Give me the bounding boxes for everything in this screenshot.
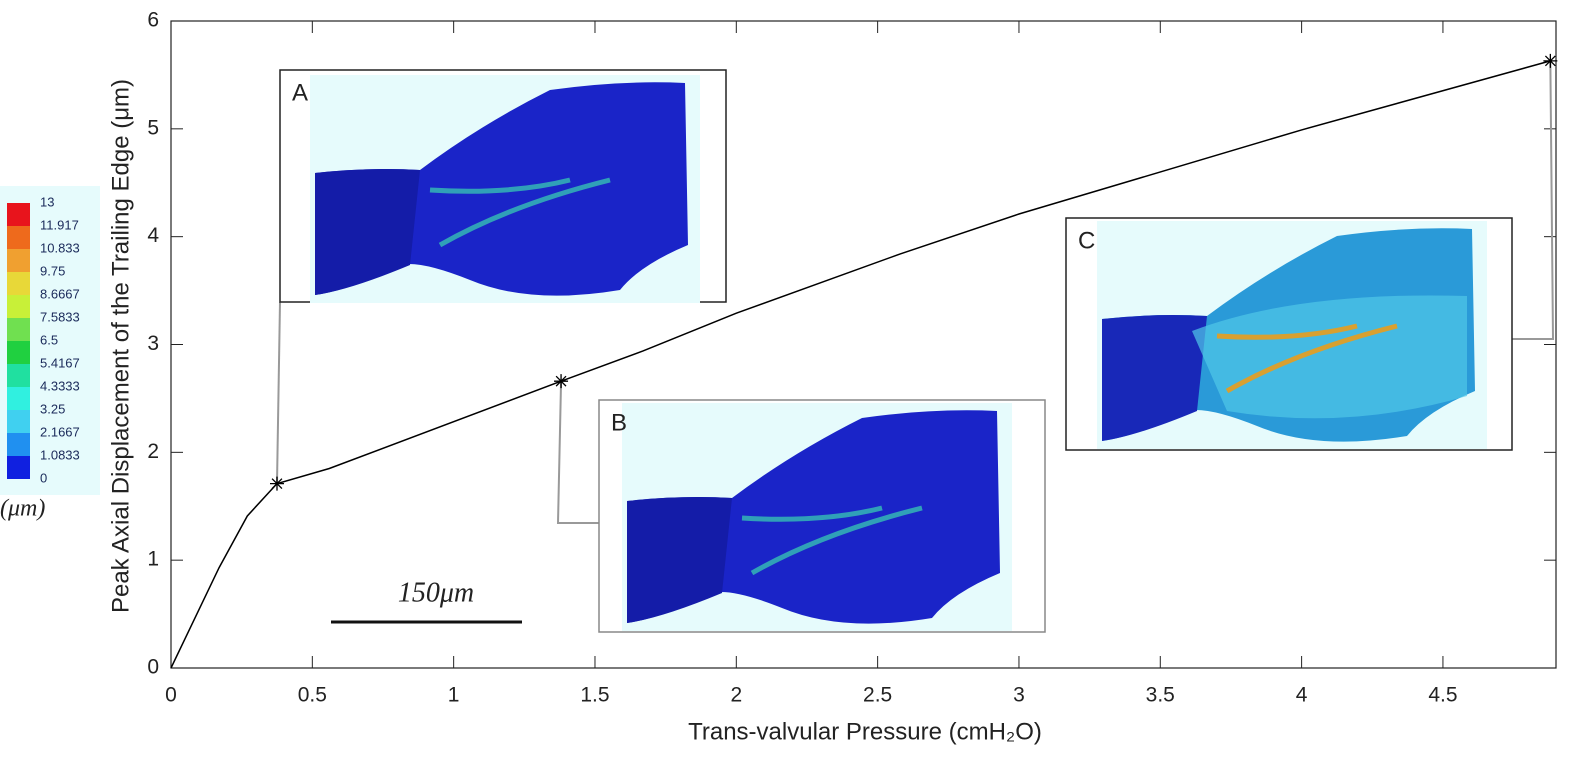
y-tick-label: 1	[147, 548, 159, 571]
colorbar-unit: (μm)	[0, 496, 45, 522]
colorbar-swatch	[7, 341, 30, 364]
x-tick-label: 2.5	[863, 684, 892, 707]
x-tick-label: 1	[448, 684, 460, 707]
y-tick-label: 0	[147, 656, 159, 679]
leaflet	[1216, 323, 1398, 394]
inset-label: B	[611, 409, 627, 436]
x-tick-label: 4.5	[1428, 684, 1457, 707]
colorbar-tick-label: 2.1667	[40, 424, 80, 439]
colorbar-swatch	[7, 249, 30, 272]
colorbar-tick-label: 13	[40, 194, 54, 209]
data-marker	[269, 476, 284, 491]
leader-line	[1512, 60, 1555, 340]
y-tick-label: 3	[147, 332, 159, 355]
data-marker	[1543, 53, 1558, 68]
colorbar-tick-label: 9.75	[40, 263, 65, 278]
leaflet	[429, 177, 611, 248]
vessel-shade	[1102, 315, 1207, 441]
inset-image	[622, 403, 1012, 631]
y-tick-label: 2	[147, 440, 159, 463]
inset-label: C	[1078, 227, 1095, 254]
colorbar-tick-label: 7.5833	[40, 309, 80, 324]
x-tick-label: 1.5	[580, 684, 609, 707]
y-tick-label: 6	[147, 9, 159, 32]
x-tick-label: 0	[165, 684, 177, 707]
leaflet	[741, 505, 923, 576]
colorbar-swatch	[7, 433, 30, 456]
colorbar-tick-label: 10.833	[40, 240, 80, 255]
colorbar-swatch	[7, 410, 30, 433]
colorbar-swatch	[7, 456, 30, 479]
colorbar-tick-label: 3.25	[40, 401, 65, 416]
y-tick-label: 5	[147, 116, 159, 139]
x-tick-label: 3	[1013, 684, 1025, 707]
data-line	[170, 60, 1551, 669]
colorbar-tick-label: 8.6667	[40, 286, 80, 301]
colorbar-tick-label: 11.917	[40, 217, 79, 232]
colorbar-swatch	[7, 226, 30, 249]
inset-label: A	[292, 79, 308, 106]
x-tick-label: 0.5	[298, 684, 327, 707]
colorbar-swatch	[7, 318, 30, 341]
x-axis-label: Trans-valvular Pressure (cmH₂O)	[688, 718, 1042, 745]
colorbar-swatch	[7, 203, 30, 226]
y-axis-label: Peak Axial Displacement of the Trailing …	[107, 79, 134, 613]
colorbar-swatch	[7, 272, 30, 295]
colorbar-swatch	[7, 295, 30, 318]
leader-line	[275, 301, 281, 484]
vessel-shade	[627, 497, 732, 623]
inset-image	[1097, 221, 1487, 449]
colorbar-tick-label: 5.4167	[40, 355, 80, 370]
colorbar-swatch	[7, 364, 30, 387]
vessel-shade	[315, 169, 420, 295]
colorbar-tick-label: 6.5	[40, 332, 58, 347]
inset-image	[310, 75, 700, 303]
data-marker	[554, 374, 569, 389]
y-tick-label: 4	[147, 224, 159, 247]
x-tick-label: 3.5	[1146, 684, 1175, 707]
colorbar-swatch	[7, 387, 30, 410]
x-tick-label: 2	[730, 684, 742, 707]
leader-line	[556, 381, 599, 524]
scale-bar-label: 150μm	[398, 577, 474, 608]
colorbar-tick-label: 4.3333	[40, 378, 80, 393]
x-tick-label: 4	[1296, 684, 1308, 707]
colorbar-tick-label: 0	[40, 470, 47, 485]
colorbar-tick-label: 1.0833	[40, 447, 80, 462]
vessel-glow	[1192, 295, 1467, 419]
